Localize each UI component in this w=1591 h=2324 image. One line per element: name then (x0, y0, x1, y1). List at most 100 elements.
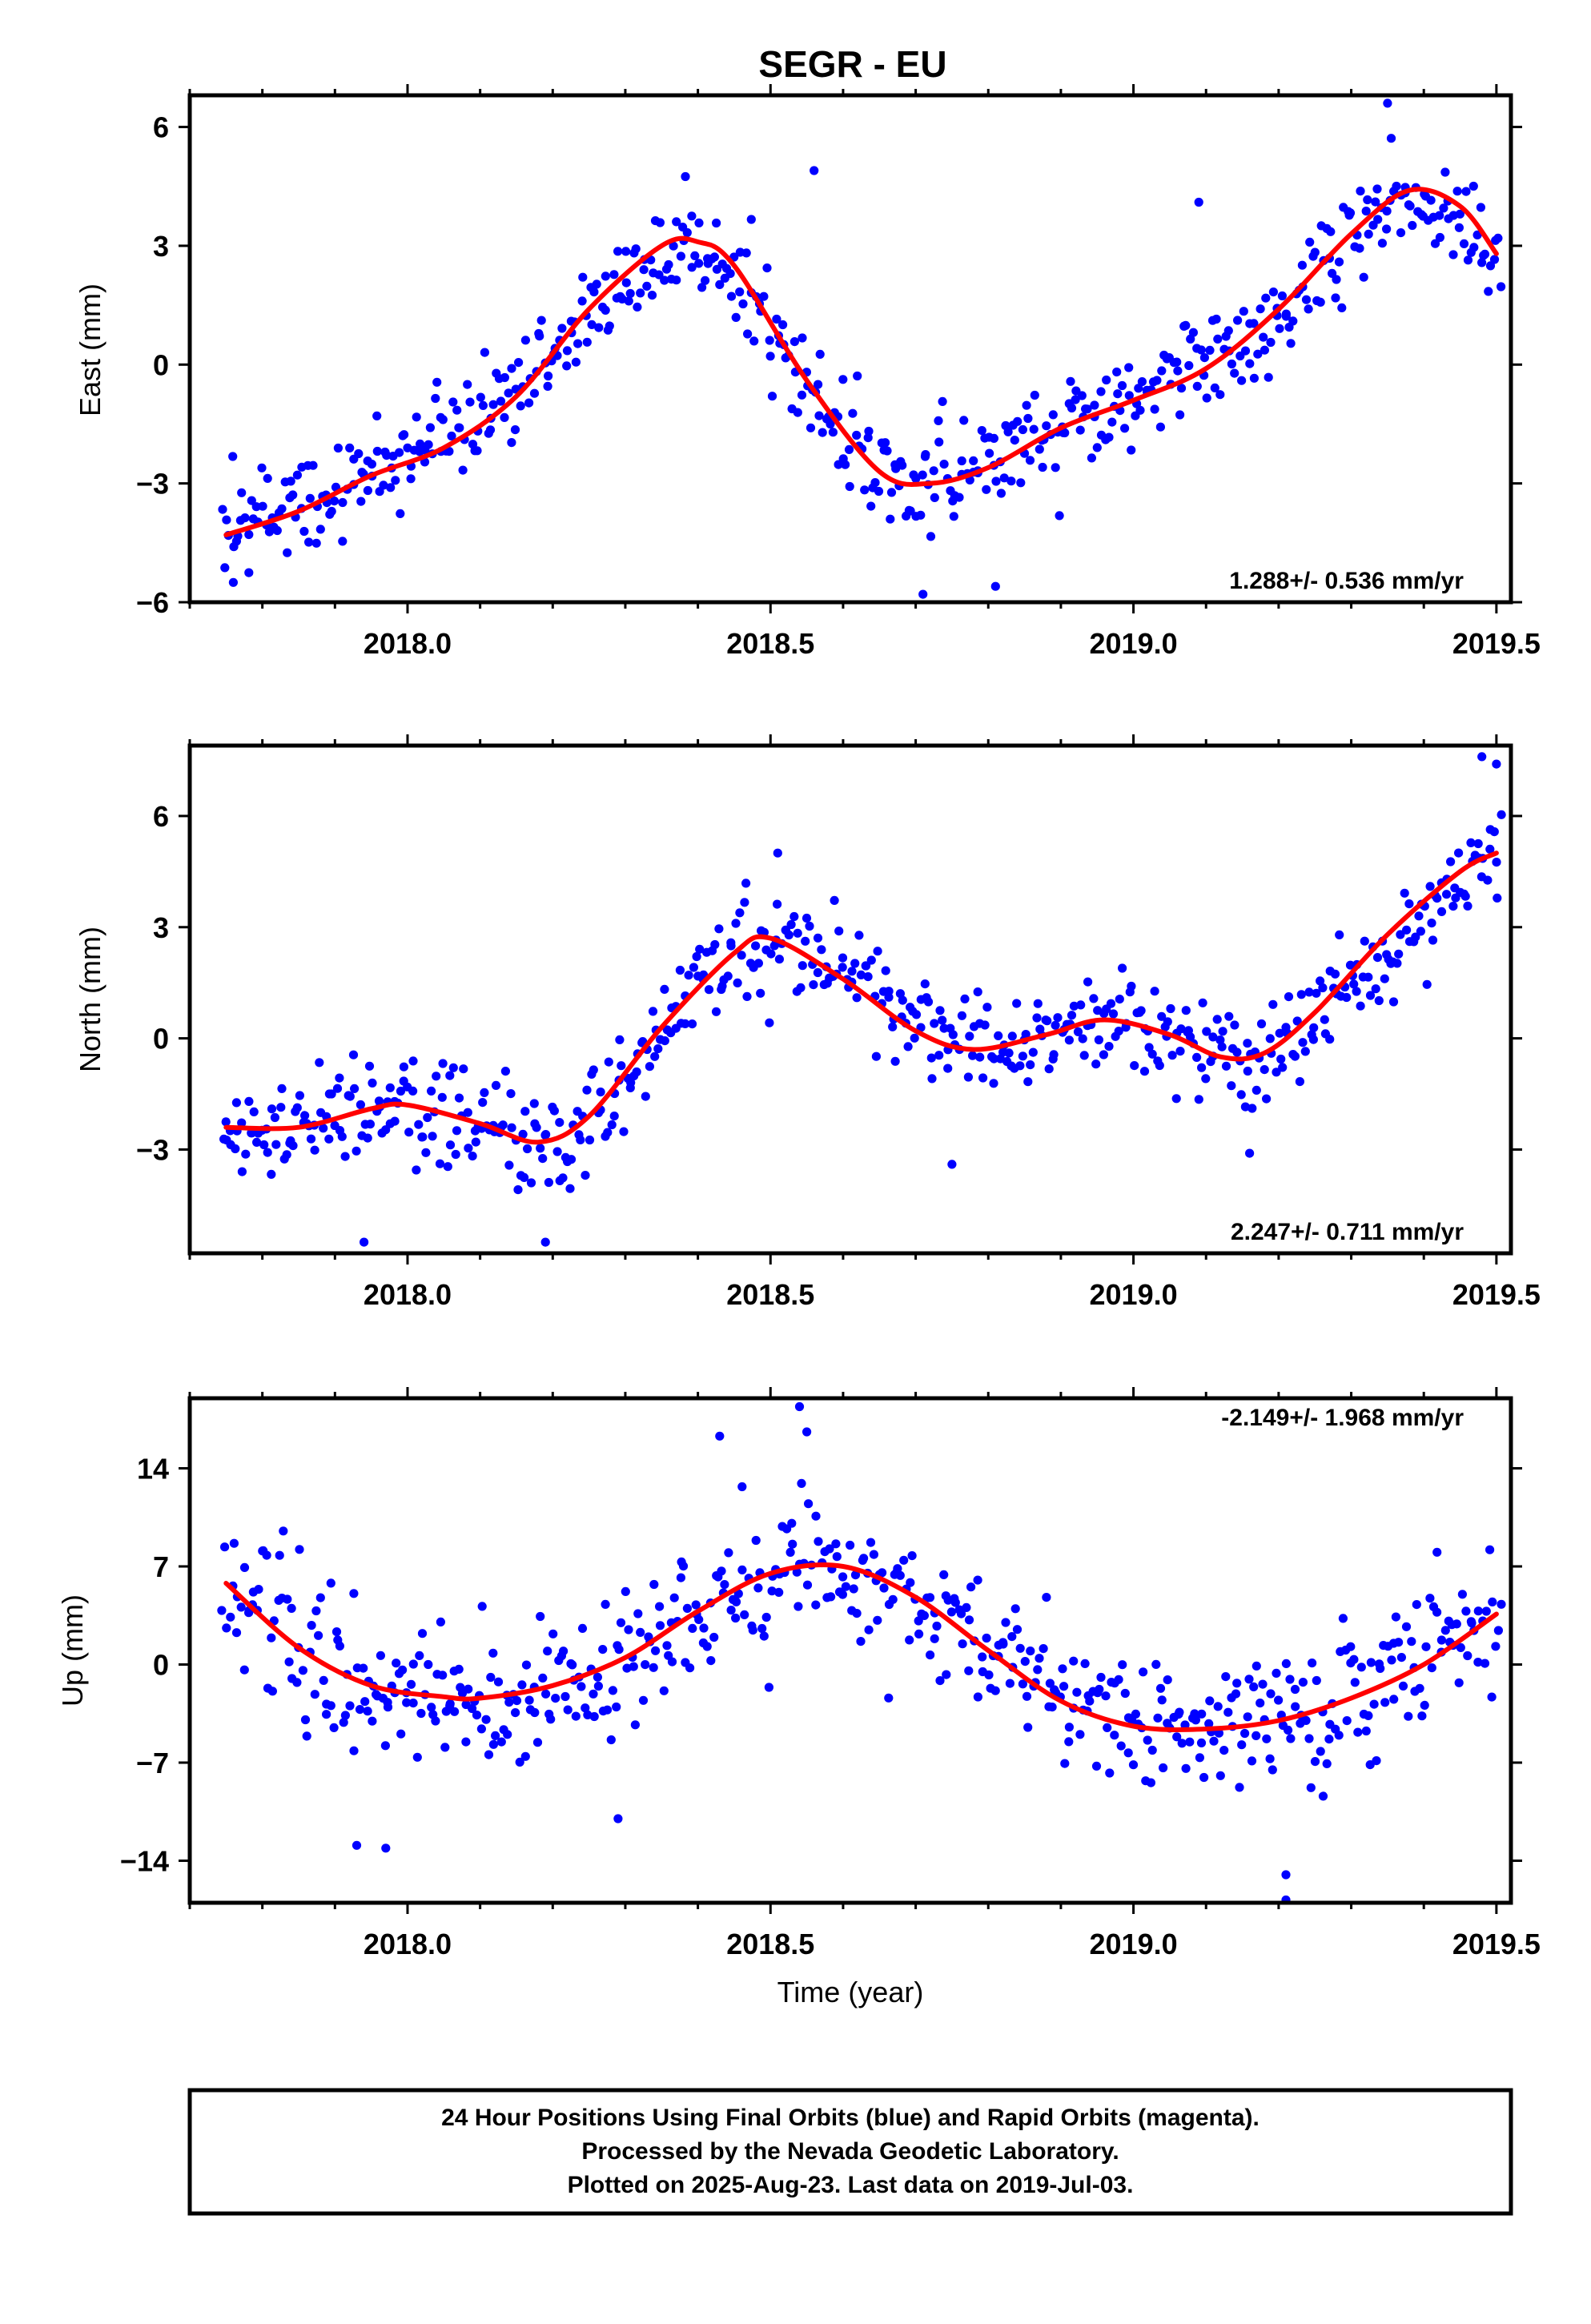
y-tick-label: 14 (137, 1453, 169, 1486)
data-point (1485, 844, 1495, 854)
data-point (1290, 1051, 1300, 1061)
data-point (222, 1623, 231, 1633)
data-point (308, 460, 318, 470)
data-point (1320, 1015, 1329, 1024)
data-point (1007, 1632, 1017, 1642)
data-point (1491, 1642, 1501, 1651)
data-point (626, 1078, 636, 1088)
data-point (530, 1707, 540, 1718)
data-point (1155, 1060, 1164, 1071)
data-point (1087, 453, 1096, 463)
data-point (544, 1177, 554, 1188)
data-point (458, 465, 468, 475)
data-point (477, 1602, 487, 1611)
data-point (406, 474, 416, 484)
data-point (435, 1159, 445, 1168)
data-point (1376, 1663, 1385, 1673)
data-point (480, 1088, 489, 1097)
data-point (582, 1085, 592, 1095)
data-point (1089, 994, 1099, 1003)
data-point (244, 568, 254, 577)
north-axis-ticks: 2018.0 2018.5 2019.0 2019.5 6 3 0 −3 (136, 734, 1541, 1311)
data-point (566, 1155, 577, 1164)
data-point (866, 955, 876, 965)
data-point (1173, 366, 1183, 376)
data-point (1427, 919, 1436, 928)
data-point (472, 446, 482, 456)
data-point (544, 371, 553, 381)
data-point (1021, 1030, 1031, 1039)
data-point (838, 375, 848, 384)
data-point (859, 1554, 869, 1563)
data-point (741, 248, 751, 258)
data-point (990, 1686, 1000, 1695)
data-point (753, 959, 764, 968)
data-point (363, 485, 372, 496)
data-point (1227, 359, 1236, 369)
data-point (1262, 1734, 1272, 1743)
data-point (368, 1078, 377, 1088)
data-point (292, 1103, 302, 1112)
data-point (847, 967, 857, 976)
data-point (1349, 1655, 1359, 1664)
data-point (609, 1112, 619, 1121)
data-point (1365, 991, 1376, 1000)
data-point (249, 1107, 259, 1116)
data-point (633, 1609, 643, 1618)
data-point (1404, 1711, 1413, 1721)
data-point (1232, 1679, 1242, 1688)
data-point (507, 1123, 516, 1132)
data-point (989, 1079, 998, 1088)
data-point (1476, 203, 1485, 212)
data-point (905, 1635, 914, 1645)
data-point (454, 1664, 464, 1674)
data-point (926, 532, 936, 541)
data-point (1066, 376, 1075, 386)
data-point (340, 1711, 350, 1720)
data-point (1233, 316, 1243, 325)
data-point (326, 1701, 335, 1711)
data-point (1004, 1048, 1014, 1058)
data-point (817, 945, 826, 955)
data-point (709, 252, 720, 262)
data-point (510, 425, 520, 435)
data-point (231, 1628, 242, 1638)
data-point (416, 439, 425, 449)
data-point (731, 1613, 741, 1623)
data-point (1334, 257, 1344, 267)
data-point (381, 1844, 391, 1853)
data-point (990, 581, 1000, 591)
data-point (437, 1092, 447, 1102)
data-point (1332, 275, 1341, 284)
data-point (386, 483, 396, 493)
data-point (444, 447, 454, 456)
data-point (468, 1703, 477, 1714)
data-point (1401, 1622, 1412, 1631)
data-point (624, 1625, 633, 1634)
data-point (1352, 987, 1361, 996)
data-point (765, 352, 775, 361)
data-point (685, 1663, 695, 1673)
data-point (1131, 1709, 1140, 1719)
data-point (870, 478, 880, 488)
data-point (1383, 99, 1392, 108)
data-point (649, 1579, 659, 1590)
data-point (930, 1019, 939, 1028)
x-tick-label: 2018.5 (726, 1928, 814, 1960)
data-point (512, 1696, 522, 1706)
data-point (888, 1022, 898, 1031)
data-point (1006, 476, 1016, 486)
up-data-points (217, 1401, 1506, 1903)
data-point (806, 423, 816, 432)
data-point (672, 217, 681, 227)
data-point (793, 928, 802, 938)
data-point (1075, 425, 1085, 435)
data-point (740, 898, 749, 907)
data-point (629, 1662, 638, 1671)
data-point (571, 357, 581, 367)
data-point (262, 1550, 271, 1560)
data-point (1237, 376, 1247, 385)
data-point (1176, 384, 1187, 393)
data-point (856, 970, 866, 979)
data-point (300, 1111, 310, 1120)
